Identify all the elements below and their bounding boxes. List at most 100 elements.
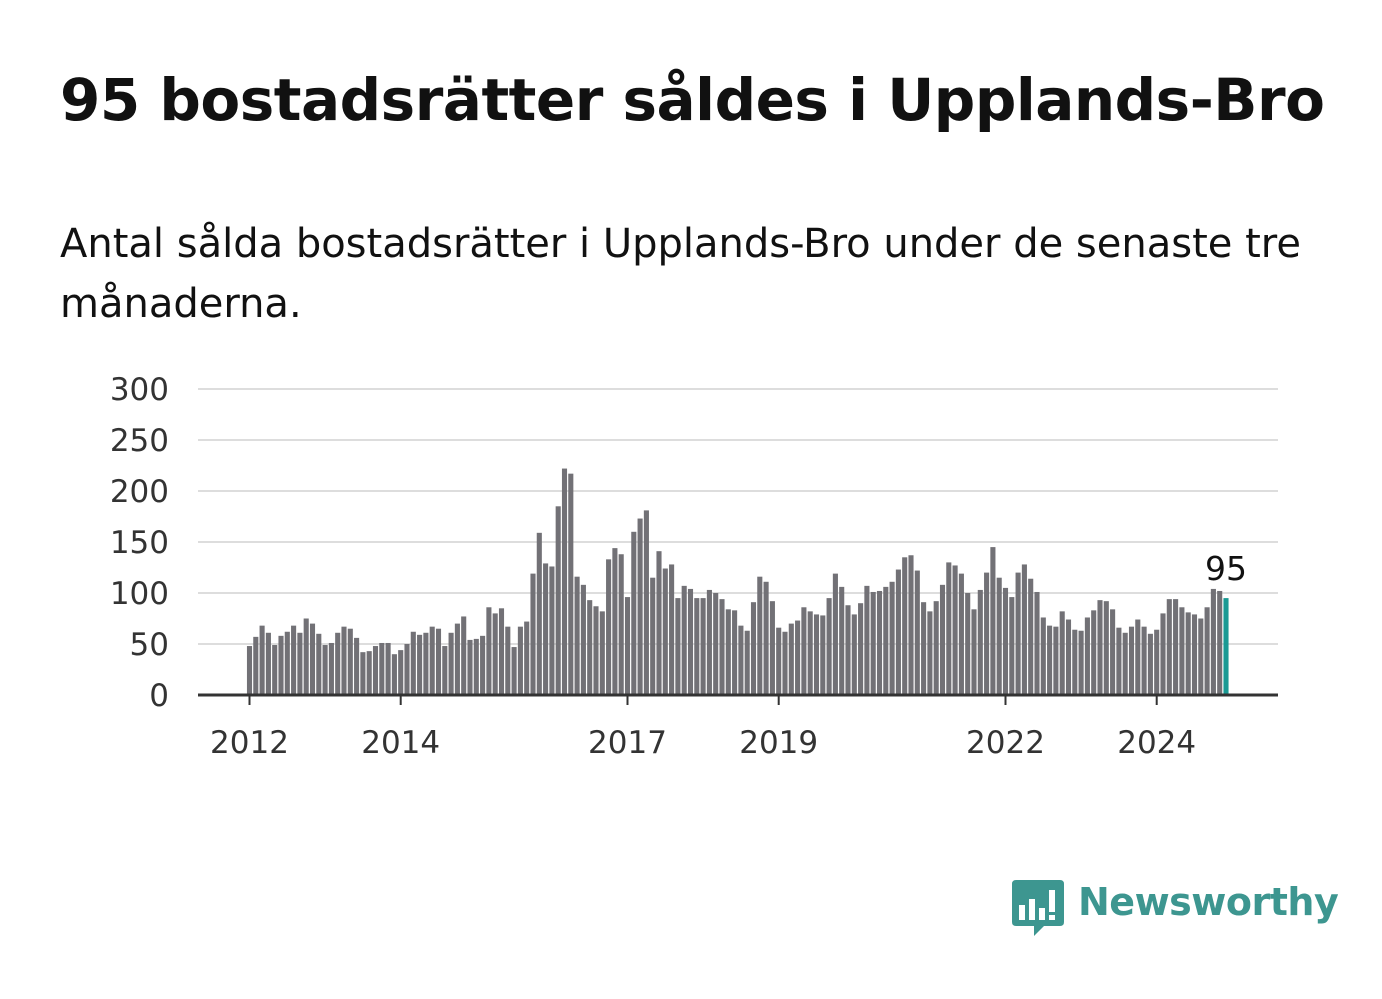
bar: [946, 562, 952, 695]
bar: [795, 620, 801, 695]
bar: [883, 586, 889, 695]
bar: [1110, 609, 1116, 695]
newsworthy-logo: Newsworthy: [1010, 878, 1339, 942]
bar: [813, 614, 820, 695]
bar: [908, 555, 914, 695]
bar: [606, 559, 612, 695]
bar: [763, 581, 769, 695]
bar: [278, 635, 284, 695]
bar: [354, 637, 360, 695]
bar: [498, 608, 505, 695]
bar: [1072, 629, 1078, 695]
bar: [1040, 617, 1046, 695]
x-tick-label: 2014: [361, 725, 440, 761]
bar: [272, 645, 278, 695]
bar: [921, 602, 927, 695]
newsworthy-bar-chart-logo-icon: [1012, 880, 1064, 936]
bar: [536, 532, 542, 695]
bar: [732, 610, 738, 695]
bar: [593, 606, 599, 695]
bar: [637, 518, 643, 695]
bar: [1091, 610, 1097, 695]
bar: [366, 651, 372, 695]
bar: [555, 506, 561, 695]
bar: [977, 589, 983, 695]
bar: [744, 630, 750, 695]
bar: [1034, 591, 1040, 695]
y-tick-label: 300: [110, 372, 169, 408]
bar: [335, 632, 341, 695]
bar: [372, 646, 379, 695]
bar: [889, 581, 895, 695]
bar: [404, 644, 410, 695]
bar: [1179, 607, 1185, 695]
bar: [1210, 588, 1216, 695]
bar: [870, 591, 876, 695]
bar: [435, 628, 442, 695]
bar: [958, 573, 964, 695]
bar: [1065, 619, 1072, 695]
bar: [379, 642, 385, 695]
bar: [832, 573, 838, 695]
bar: [782, 631, 788, 695]
bar: [902, 557, 908, 695]
bar: [1198, 618, 1204, 695]
bar: [656, 551, 662, 695]
y-tick-label: 250: [110, 423, 169, 459]
bar: [927, 611, 933, 695]
bar: [939, 584, 946, 695]
bar: [328, 642, 334, 695]
bar: [845, 605, 851, 695]
gridlines: [198, 388, 1278, 645]
bar: [750, 602, 757, 695]
bar: [990, 547, 996, 695]
bar: [1166, 599, 1172, 695]
bar: [517, 626, 523, 695]
bar: [599, 611, 605, 695]
bar: [624, 597, 631, 695]
bar: [807, 611, 813, 695]
bar: [1154, 629, 1160, 695]
bar: [549, 566, 555, 695]
bar: [1084, 617, 1090, 695]
bar: [1078, 630, 1084, 695]
bar: [1015, 572, 1021, 695]
bar: [1141, 626, 1147, 695]
bar: [1147, 633, 1153, 695]
bar: [1103, 601, 1109, 695]
bar: [895, 569, 901, 695]
bar: [669, 564, 675, 695]
y-tick-label: 200: [110, 474, 169, 510]
bar: [700, 598, 706, 695]
x-tick-label: 2012: [210, 725, 289, 761]
bar: [461, 616, 467, 695]
last-value-label: 95: [1205, 549, 1247, 588]
bar: [1122, 632, 1128, 695]
x-tick-label: 2019: [739, 725, 818, 761]
bar: [952, 565, 958, 695]
bar: [1185, 612, 1191, 695]
bar: [1009, 597, 1015, 695]
bar: [1204, 607, 1210, 695]
bar: [996, 577, 1002, 695]
bar: [631, 531, 637, 695]
bar: [524, 621, 530, 695]
bar: [788, 623, 794, 695]
bar: [858, 603, 864, 695]
bar: [706, 589, 712, 695]
bar: [914, 570, 920, 695]
bar: [246, 646, 253, 695]
bar: [442, 646, 448, 695]
bar: [322, 645, 328, 695]
bar: [1116, 627, 1122, 695]
bar: [713, 593, 719, 695]
bar: [965, 593, 971, 695]
bar: [738, 625, 744, 695]
bar: [391, 654, 397, 695]
bar: [1160, 613, 1166, 695]
brand-name: Newsworthy: [1078, 880, 1339, 924]
bar: [839, 586, 845, 695]
bar: [505, 626, 511, 695]
bar: [1028, 578, 1034, 695]
bar: [971, 609, 977, 695]
